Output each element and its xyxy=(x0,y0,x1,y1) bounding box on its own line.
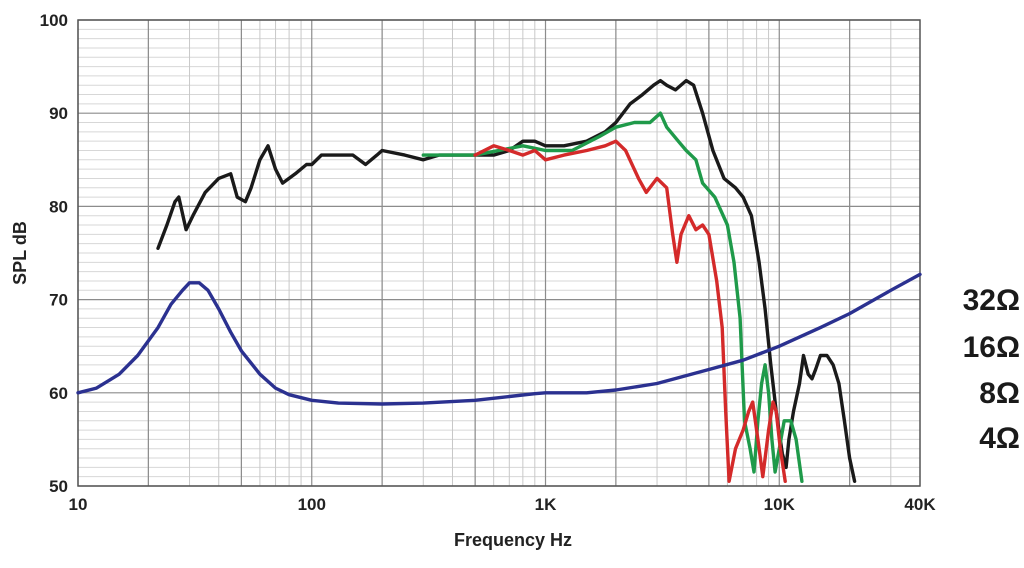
series-line-16-ohm xyxy=(421,111,804,483)
major-gridlines xyxy=(77,19,920,487)
y-tick-label: 70 xyxy=(49,291,68,310)
x-tick-label: 100 xyxy=(298,495,326,514)
x-tick-label: 10K xyxy=(764,495,796,514)
x-tick-label: 1K xyxy=(535,495,557,514)
legend-label-4-ohm: 4Ω xyxy=(979,422,1020,455)
legend-label-32-ohm: 32Ω xyxy=(963,284,1020,317)
y-tick-label: 80 xyxy=(49,197,68,216)
y-tick-label: 90 xyxy=(49,104,68,123)
legend-label-16-ohm: 16Ω xyxy=(963,331,1020,364)
y-tick-labels: 50 60 70 80 90 100 xyxy=(40,11,68,496)
y-axis-title: SPL dB xyxy=(10,221,30,285)
legend-label-8-ohm: 8Ω xyxy=(979,377,1020,410)
plot-frame xyxy=(77,19,921,487)
series-line-8-ohm xyxy=(473,139,787,483)
series-layer xyxy=(76,78,922,483)
x-tick-label: 40K xyxy=(904,495,936,514)
y-tick-label: 60 xyxy=(49,384,68,403)
series-line-4-ohm xyxy=(76,272,922,406)
x-tick-label: 10 xyxy=(69,495,88,514)
y-tick-label: 50 xyxy=(49,477,68,496)
x-tick-labels: 10 100 1K 10K 40K xyxy=(69,495,937,514)
y-tick-label: 100 xyxy=(40,11,68,30)
x-axis-title: Frequency Hz xyxy=(454,530,572,550)
